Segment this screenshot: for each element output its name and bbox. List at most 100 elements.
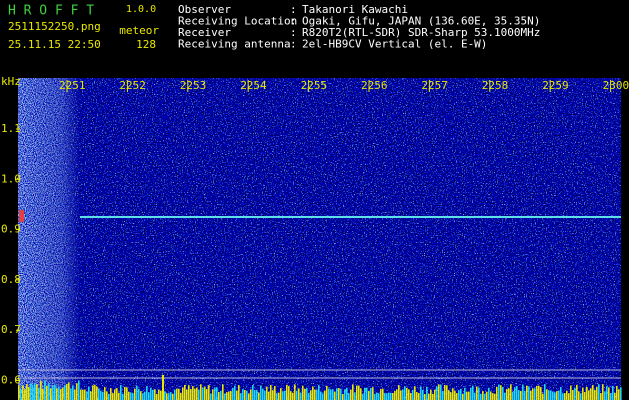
level-bar	[218, 391, 220, 400]
level-bar	[614, 392, 616, 400]
level-bar	[588, 390, 590, 400]
level-bar	[112, 393, 114, 400]
level-bar	[48, 383, 50, 400]
level-bar	[214, 387, 216, 400]
level-bar	[196, 387, 198, 400]
level-bar	[122, 393, 124, 400]
level-bar	[34, 383, 36, 400]
level-bar	[180, 392, 182, 400]
level-bar	[40, 380, 42, 400]
level-bar	[186, 389, 188, 400]
level-bar	[272, 390, 274, 400]
level-bar	[106, 391, 108, 400]
level-bar	[484, 393, 486, 400]
level-bar	[390, 392, 392, 400]
level-bar	[576, 384, 578, 400]
count: 128	[136, 38, 156, 51]
level-bar	[386, 393, 388, 400]
level-bar	[58, 386, 60, 400]
level-bar	[598, 384, 600, 400]
level-bar	[354, 392, 356, 400]
level-bar	[440, 384, 442, 400]
level-bar	[474, 392, 476, 400]
level-bar	[194, 388, 196, 400]
level-bar	[282, 391, 284, 400]
level-bar	[558, 390, 560, 400]
level-bar	[192, 386, 194, 400]
level-bar	[458, 390, 460, 400]
level-bar	[204, 386, 206, 400]
level-bar	[296, 390, 298, 400]
level-bar	[118, 392, 120, 400]
level-bar	[480, 393, 482, 400]
level-bar	[52, 385, 54, 400]
level-bar	[426, 386, 428, 400]
spectrogram-band	[18, 78, 80, 400]
level-bar	[550, 390, 552, 400]
level-bar	[202, 387, 204, 400]
level-bar	[574, 387, 576, 400]
level-bar	[610, 393, 612, 400]
level-bar	[172, 393, 174, 400]
level-bar	[502, 386, 504, 400]
level-bar	[220, 390, 222, 400]
level-bar	[334, 391, 336, 400]
level-bar	[44, 380, 46, 400]
level-bar	[96, 386, 98, 400]
level-bar	[398, 385, 400, 400]
level-bar	[418, 392, 420, 400]
level-bar	[364, 387, 366, 400]
level-bar	[594, 390, 596, 400]
level-bar	[280, 388, 282, 400]
level-bar	[74, 389, 76, 400]
level-bar	[212, 389, 214, 400]
level-bar	[486, 391, 488, 400]
level-bar	[54, 384, 56, 400]
level-bar	[522, 384, 524, 400]
level-bar	[368, 391, 370, 400]
x-tick-label: 2253	[180, 79, 207, 92]
level-bar	[294, 384, 296, 400]
level-bar	[228, 391, 230, 400]
level-bars	[18, 375, 622, 400]
level-bar	[116, 388, 118, 400]
level-bar	[270, 385, 272, 400]
level-bar	[250, 389, 252, 400]
level-bar	[62, 387, 64, 400]
level-bar	[554, 392, 556, 400]
level-bar	[606, 386, 608, 400]
level-bar	[504, 392, 506, 400]
level-bar	[260, 385, 262, 400]
level-bar	[520, 390, 522, 400]
y-tick-label: 0.8	[1, 273, 21, 286]
level-bar	[144, 391, 146, 400]
level-bar	[234, 385, 236, 400]
level-bar	[288, 386, 290, 400]
level-bar	[382, 388, 384, 400]
level-bar	[304, 388, 306, 400]
level-bar	[326, 385, 328, 400]
level-bar	[322, 393, 324, 400]
level-bar	[338, 388, 340, 400]
level-bar	[68, 382, 70, 400]
level-bar	[330, 389, 332, 400]
level-bar	[492, 393, 494, 400]
level-bar	[432, 393, 434, 400]
level-bar	[478, 387, 480, 400]
level-bar	[448, 390, 450, 400]
level-bar	[560, 387, 562, 400]
level-bar	[618, 389, 620, 400]
level-bar	[138, 389, 140, 400]
level-bar	[90, 391, 92, 400]
level-bar	[552, 391, 554, 400]
x-tick-label: 2252	[119, 79, 145, 92]
level-bar	[70, 388, 72, 400]
level-bar	[436, 386, 438, 400]
level-bar	[362, 393, 364, 400]
level-bar	[158, 389, 160, 400]
level-bar	[568, 393, 570, 400]
level-bar	[242, 389, 244, 400]
level-bar	[128, 391, 130, 400]
level-bar	[32, 385, 34, 400]
level-bar	[198, 389, 200, 400]
